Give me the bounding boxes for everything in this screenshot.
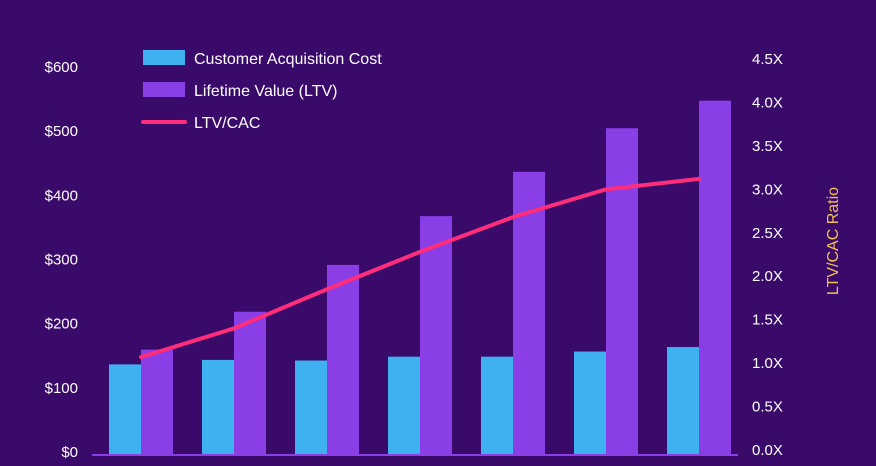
cac-bar	[295, 360, 327, 455]
cac-bar	[109, 364, 141, 455]
right-tick-label: 0.0X	[752, 442, 783, 459]
ltv-bar	[234, 311, 266, 455]
legend-item-cac: Customer Acquisition Cost	[143, 50, 382, 68]
legend-label: LTV/CAC	[194, 115, 260, 132]
ltv-bar	[513, 171, 545, 455]
right-tick-label: 4.0X	[752, 94, 783, 111]
cac-bar	[667, 347, 699, 455]
legend-label: Customer Acquisition Cost	[194, 51, 382, 68]
right-tick-label: 1.5X	[752, 312, 783, 329]
left-tick-label: $0	[61, 444, 78, 461]
ltv-bar	[327, 264, 359, 455]
cac-bar	[388, 356, 420, 455]
legend-swatch	[143, 82, 185, 97]
bars	[109, 100, 731, 456]
legend: Customer Acquisition Cost Lifetime Value …	[141, 50, 382, 132]
left-tick-label: $500	[45, 123, 78, 140]
ratio-line	[139, 176, 701, 360]
legend-swatch	[143, 50, 185, 65]
right-tick-label: 1.0X	[752, 355, 783, 372]
left-axis: $0 $100 $200 $300 $400 $500 $600	[45, 59, 78, 461]
left-tick-label: $600	[45, 59, 78, 76]
right-tick-label: 0.5X	[752, 399, 783, 416]
left-tick-label: $300	[45, 252, 78, 269]
left-tick-label: $200	[45, 316, 78, 333]
right-tick-label: 4.5X	[752, 51, 783, 68]
right-tick-label: 2.0X	[752, 268, 783, 285]
legend-item-ratio: LTV/CAC	[141, 115, 260, 132]
ltv-bar	[141, 349, 173, 455]
cac-bar	[202, 359, 234, 455]
legend-item-ltv: Lifetime Value (LTV)	[143, 82, 337, 100]
ltv-bar	[420, 216, 452, 455]
right-axis-title: LTV/CAC Ratio	[825, 187, 842, 295]
ltv-bar	[699, 100, 731, 456]
right-tick-label: 2.5X	[752, 225, 783, 242]
legend-label: Lifetime Value (LTV)	[194, 83, 337, 100]
right-tick-label: 3.5X	[752, 138, 783, 155]
ltv-cac-line	[139, 176, 701, 360]
cac-bar	[481, 356, 513, 455]
cac-bar	[574, 351, 606, 455]
left-tick-label: $400	[45, 187, 78, 204]
right-tick-label: 3.0X	[752, 181, 783, 198]
ltv-bar	[606, 128, 638, 455]
right-axis: 0.0X 0.5X 1.0X 1.5X 2.0X 2.5X 3.0X 3.5X 4.0X 4.5X	[752, 51, 783, 459]
left-tick-label: $100	[45, 380, 78, 397]
